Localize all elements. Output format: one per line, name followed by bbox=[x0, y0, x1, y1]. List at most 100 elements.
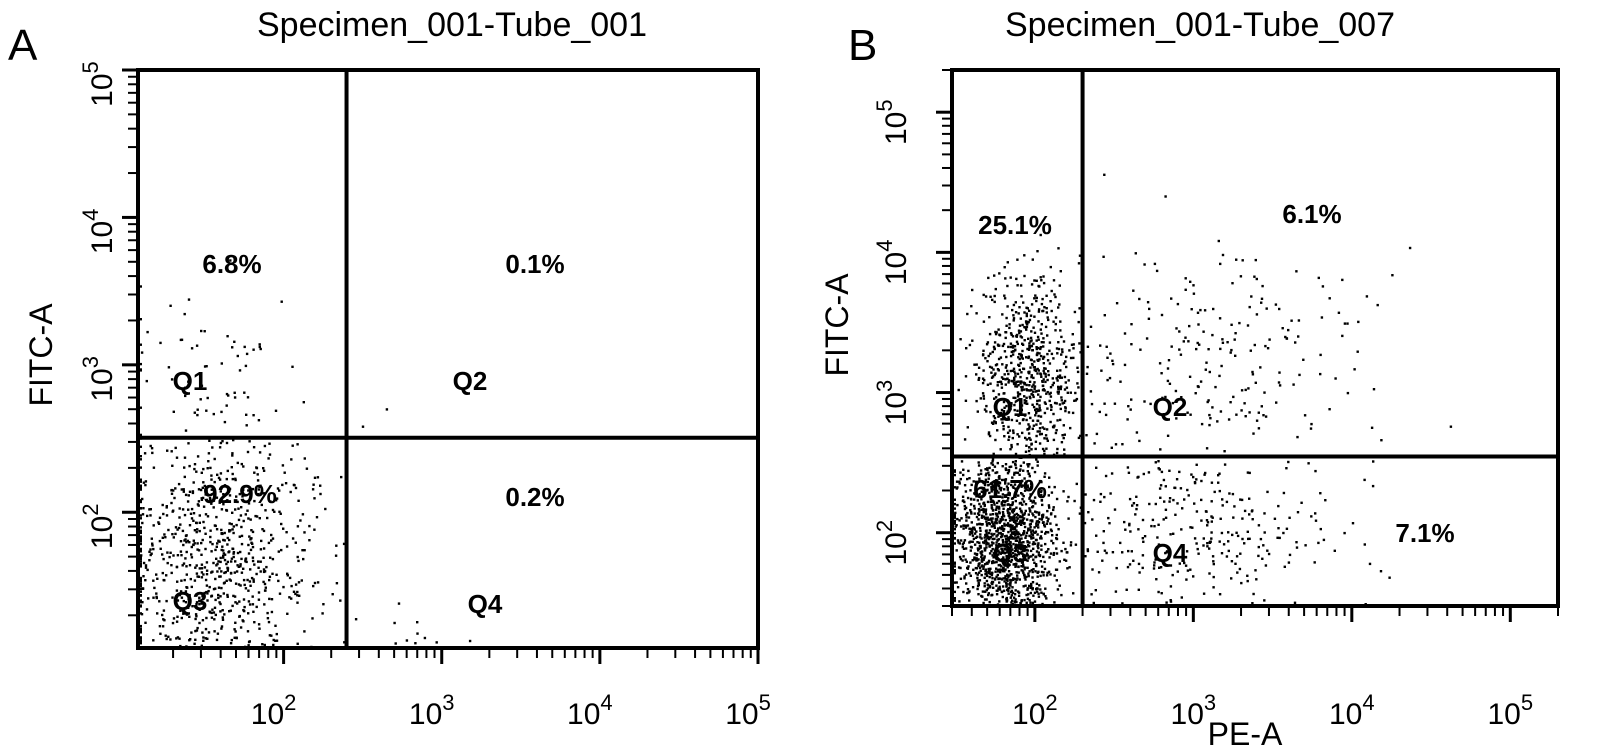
event-dot bbox=[1190, 473, 1193, 476]
event-dot bbox=[1248, 513, 1251, 516]
event-dot bbox=[316, 476, 320, 479]
event-dot bbox=[1019, 558, 1022, 561]
event-dot bbox=[291, 365, 294, 368]
event-dot bbox=[226, 543, 229, 546]
event-dot bbox=[982, 567, 985, 570]
event-dot bbox=[1263, 391, 1266, 394]
event-dot bbox=[1274, 303, 1278, 306]
event-dot bbox=[978, 492, 981, 496]
event-dot bbox=[954, 525, 957, 528]
event-dot bbox=[1018, 324, 1022, 327]
event-dot bbox=[1026, 484, 1029, 487]
event-dot bbox=[294, 592, 297, 596]
event-dot bbox=[953, 514, 956, 518]
event-dot bbox=[970, 512, 973, 515]
event-dot bbox=[1038, 517, 1041, 521]
event-dot bbox=[1257, 427, 1261, 430]
event-dot bbox=[1033, 331, 1037, 334]
event-dot bbox=[1038, 352, 1041, 355]
event-dot bbox=[1021, 498, 1024, 501]
event-dot bbox=[166, 551, 169, 554]
event-dot bbox=[984, 568, 988, 571]
event-dot bbox=[260, 539, 263, 543]
event-dot bbox=[978, 502, 981, 506]
event-dot bbox=[1278, 371, 1281, 374]
event-dot bbox=[958, 555, 962, 559]
event-dot bbox=[1028, 541, 1031, 544]
panel-a-q4-label: Q4 bbox=[468, 589, 503, 619]
event-dot bbox=[258, 627, 261, 630]
event-dot bbox=[139, 529, 142, 533]
event-dot bbox=[988, 600, 991, 604]
event-dot bbox=[971, 559, 974, 562]
event-dot bbox=[1160, 313, 1164, 317]
event-dot bbox=[1171, 573, 1174, 577]
event-dot bbox=[1058, 376, 1062, 379]
event-dot bbox=[1005, 548, 1009, 551]
event-dot bbox=[1007, 381, 1010, 384]
event-dot bbox=[1213, 490, 1216, 494]
x-tick-label: 104 bbox=[1329, 690, 1375, 731]
event-dot bbox=[205, 561, 209, 564]
event-dot bbox=[1370, 426, 1374, 429]
event-dot bbox=[987, 561, 990, 564]
event-dot bbox=[998, 414, 1001, 417]
event-dot bbox=[1063, 448, 1066, 451]
event-dot bbox=[219, 441, 223, 445]
event-dot bbox=[248, 535, 251, 538]
event-dot bbox=[1002, 400, 1006, 404]
event-dot bbox=[1001, 465, 1004, 468]
event-dot bbox=[172, 410, 175, 413]
event-dot bbox=[1036, 351, 1039, 355]
event-dot bbox=[1029, 525, 1032, 529]
event-dot bbox=[990, 366, 994, 369]
event-dot bbox=[204, 578, 208, 582]
event-dot bbox=[1248, 471, 1251, 475]
event-dot bbox=[1007, 470, 1011, 473]
event-dot bbox=[397, 602, 401, 605]
event-dot bbox=[181, 564, 184, 567]
event-dot bbox=[139, 562, 142, 566]
event-dot bbox=[196, 542, 199, 545]
event-dot bbox=[990, 482, 994, 486]
event-dot bbox=[992, 556, 995, 559]
event-dot bbox=[996, 530, 999, 533]
event-dot bbox=[1005, 364, 1008, 367]
event-dot bbox=[1063, 375, 1067, 379]
event-dot bbox=[205, 590, 208, 594]
event-dot bbox=[1056, 352, 1059, 355]
event-dot bbox=[219, 490, 222, 493]
event-dot bbox=[1037, 389, 1040, 392]
event-dot bbox=[1226, 341, 1229, 344]
event-dot bbox=[1123, 363, 1127, 367]
event-dot bbox=[968, 477, 971, 480]
event-dot bbox=[142, 481, 146, 484]
event-dot bbox=[1043, 452, 1046, 456]
event-dot bbox=[1060, 396, 1063, 399]
event-dot bbox=[255, 605, 258, 609]
event-dot bbox=[228, 487, 232, 491]
event-dot bbox=[144, 621, 147, 624]
x-tick-label: 105 bbox=[1487, 690, 1533, 731]
event-dot bbox=[981, 392, 985, 395]
event-dot bbox=[965, 347, 968, 350]
event-dot bbox=[1037, 526, 1040, 529]
event-dot bbox=[1049, 265, 1052, 269]
event-dot bbox=[1132, 559, 1135, 562]
event-dot bbox=[1111, 551, 1115, 554]
event-dot bbox=[1186, 411, 1189, 414]
event-dot bbox=[210, 493, 213, 496]
event-dot bbox=[269, 500, 272, 503]
event-dot bbox=[1162, 478, 1166, 482]
event-dot bbox=[245, 413, 248, 416]
event-dot bbox=[1225, 555, 1229, 558]
event-dot bbox=[970, 521, 973, 524]
event-dot bbox=[251, 559, 255, 563]
event-dot bbox=[183, 466, 186, 469]
event-dot bbox=[1035, 410, 1038, 413]
event-dot bbox=[1199, 380, 1203, 383]
event-dot bbox=[214, 548, 217, 552]
event-dot bbox=[219, 610, 222, 613]
event-dot bbox=[1190, 308, 1193, 311]
event-dot bbox=[1013, 593, 1017, 596]
